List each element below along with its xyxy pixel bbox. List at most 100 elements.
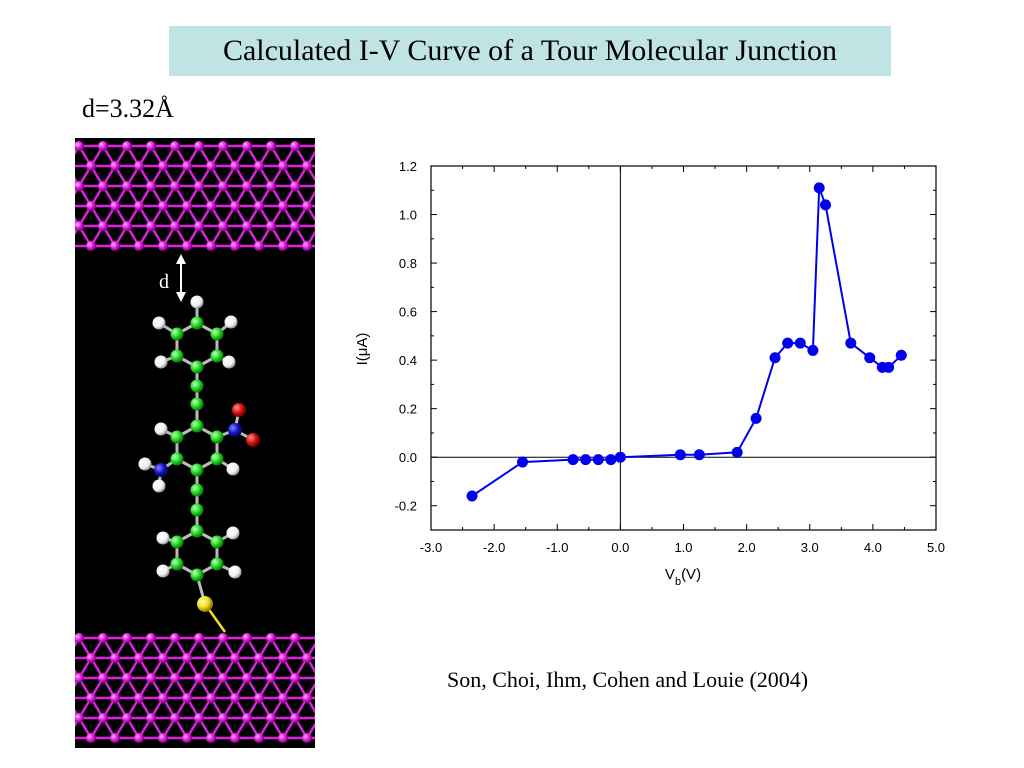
electrode-atom [230,653,240,663]
electrode-atom [314,183,315,189]
electrode-atom [266,221,276,231]
electrode-atom [122,181,132,191]
electrode-atom [302,241,312,251]
electrode-atom [98,141,108,151]
oxygen-atom [246,433,260,447]
carbon-atom [190,360,204,374]
electrode-atom [230,693,240,703]
electrode-atom [290,713,300,723]
data-point [466,490,478,502]
y-tick-label: 0.4 [399,353,417,368]
electrode-atom [230,201,240,211]
data-point [864,352,876,364]
electrode-atom [194,633,204,643]
x-tick-label: 4.0 [864,540,882,555]
electrode-atom [158,241,168,251]
electrode-atom [170,181,180,191]
electrode-atom [182,693,192,703]
electrode-atom [230,241,240,251]
electrode-atom [278,241,288,251]
electrode-atom [86,161,96,171]
y-tick-label: 0.2 [399,402,417,417]
electrode-atom [170,221,180,231]
electrode-atom [314,143,315,149]
electrode-atom [254,693,264,703]
slide-title: Calculated I-V Curve of a Tour Molecular… [169,26,891,76]
hydrogen-atom [190,295,204,309]
distance-label: d=3.32Å [82,94,174,123]
electrode-atom [314,635,315,641]
data-point [794,337,806,349]
data-point [731,446,743,458]
electrode-atom [75,141,84,151]
hydrogen-atom [138,457,152,471]
x-axis-label-unit: (V) [681,566,701,583]
hydrogen-atom [226,462,240,476]
x-axis-label: Vb(V) [665,566,701,588]
electrode-atom [158,161,168,171]
electrode-atom [254,201,264,211]
x-axis-label-sub: b [675,576,681,588]
data-point [592,454,604,466]
carbon-atom [210,452,224,466]
carbon-atom [170,430,184,444]
electrode-atom [110,653,120,663]
molecular-junction-illustration: d [75,138,315,748]
electrode-atom [122,713,132,723]
electrode-atom [182,733,192,743]
data-point [813,182,825,194]
carbon-atom [170,557,184,571]
y-tick-label: 1.0 [399,208,417,223]
electrode-atom [290,181,300,191]
series-line [471,187,902,497]
electrode-atom [122,673,132,683]
electrode-atom [134,693,144,703]
electrode-atom [134,241,144,251]
x-tick-label: -2.0 [483,540,505,555]
electrode-atom [314,223,315,229]
carbon-atom [190,316,204,330]
electrode-atom [278,201,288,211]
electrode-atom [302,201,312,211]
zero-lines [431,166,936,530]
electrode-atom [146,633,156,643]
data-point [782,337,794,349]
nitrogen-atom [154,463,168,477]
electrode-atom [194,713,204,723]
electrode-atom [158,733,168,743]
electrode-atom [230,161,240,171]
data-point [693,449,705,461]
electrode-atom [206,693,216,703]
electrode-atom [98,181,108,191]
carbon-atom [210,327,224,341]
electrode-atom [75,181,84,191]
hydrogen-atom [228,565,242,579]
electrode-atom [194,141,204,151]
x-tick-label: 3.0 [801,540,819,555]
electrode-atom [98,713,108,723]
carbon-atom [170,452,184,466]
data-point [750,412,762,424]
electrode-atom [122,633,132,643]
electrode-atom [75,633,84,643]
nitrogen-atom [228,423,242,437]
electrode-atom [230,733,240,743]
electrode-atom [278,161,288,171]
citation: Son, Choi, Ihm, Cohen and Louie (2004) [447,667,809,692]
data-point [614,451,626,463]
electrode-atom [146,713,156,723]
electrode-atom [86,653,96,663]
electrode-atom [146,181,156,191]
plot-frame [430,165,937,531]
electrode-atom [110,241,120,251]
gap-label: d [159,271,169,293]
electrode-atom [254,653,264,663]
carbon-atom [190,419,204,433]
electrode-atom [242,713,252,723]
electrode-atom [206,733,216,743]
carbon-atom [210,430,224,444]
iv-chart: -3.0 -2.0 -1.0 0.0 1.0 2.0 3.0 4.0 5.0 -0.2 0.0 0.… [354,159,945,588]
electrode-atom [242,221,252,231]
electrode-atom [290,673,300,683]
data-point [517,456,529,468]
